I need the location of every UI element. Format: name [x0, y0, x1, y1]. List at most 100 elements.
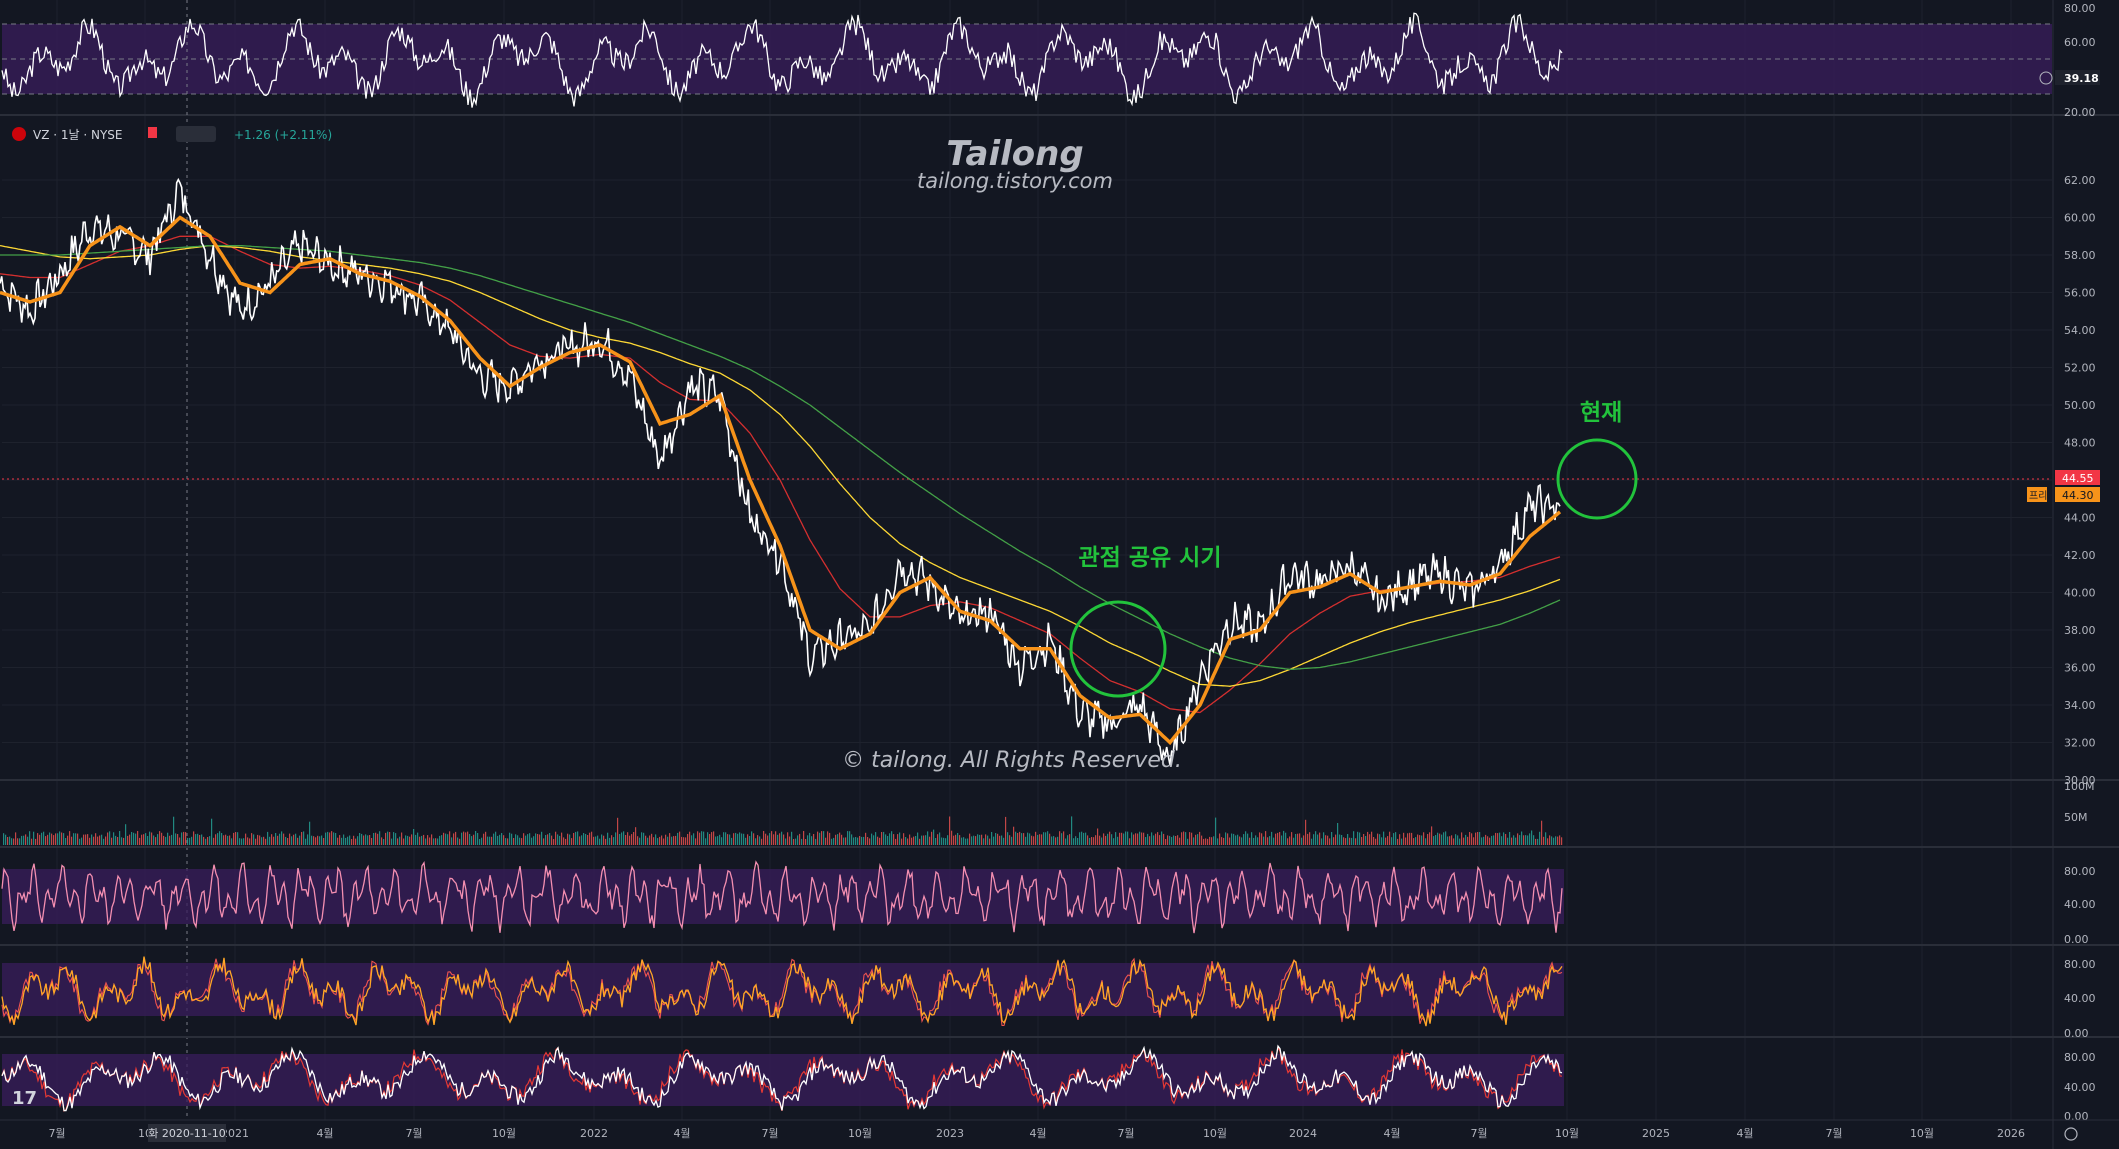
volume-bar: [997, 833, 999, 845]
volume-bar: [1131, 832, 1133, 845]
volume-bar: [559, 835, 561, 845]
volume-bar: [781, 831, 783, 845]
price-panel[interactable]: [0, 0, 2052, 1120]
volume-bar: [1445, 831, 1447, 845]
volume-bar: [703, 831, 705, 845]
volume-bar: [501, 833, 503, 845]
volume-bar: [125, 824, 127, 845]
time-tick-label: 10월: [1910, 1127, 1934, 1140]
tv-logo: 17: [12, 1088, 37, 1109]
volume-bar: [1287, 838, 1289, 845]
volume-bar: [583, 833, 585, 845]
volume-bar: [1065, 838, 1067, 845]
volume-bar: [779, 833, 781, 845]
volume-bar: [1069, 834, 1071, 845]
volume-bar: [1437, 832, 1439, 845]
volume-bar: [1271, 831, 1273, 845]
volume-bar: [641, 832, 643, 845]
volume-bar: [1483, 836, 1485, 845]
volume-bar: [1041, 834, 1043, 845]
volume-bar: [651, 833, 653, 845]
volume-bar: [205, 838, 207, 845]
volume-bar: [1139, 831, 1141, 845]
volume-bar: [719, 834, 721, 845]
price-tick-label: 42.00: [2064, 549, 2096, 562]
volume-bar: [1413, 838, 1415, 845]
oscillator-panel-3[interactable]: [1, 1044, 1564, 1112]
volume-bar: [649, 835, 651, 845]
volume-bar: [343, 834, 345, 845]
volume-bar: [793, 839, 795, 845]
flag-icon[interactable]: [148, 127, 157, 138]
volume-bar: [73, 833, 75, 845]
volume-bar: [1177, 835, 1179, 845]
volume-bar: [675, 835, 677, 845]
symbol-header[interactable]: VZ · 1날 · NYSE +1.26 (+2.11%): [12, 126, 332, 142]
panel-tick-label: 60.00: [2064, 36, 2096, 49]
volume-bar: [1073, 838, 1075, 845]
volume-bar: [1219, 833, 1221, 845]
volume-bar: [1053, 836, 1055, 845]
volume-bar: [97, 836, 99, 845]
volume-bar: [493, 833, 495, 845]
volume-bar: [349, 835, 351, 845]
volume-bar: [145, 833, 147, 845]
volume-bar: [1229, 837, 1231, 845]
oscillator-panel-1[interactable]: [1, 860, 1564, 934]
volume-bar: [1135, 833, 1137, 845]
volume-bar: [513, 838, 515, 845]
volume-bar: [723, 832, 725, 845]
volume-bar: [403, 838, 405, 845]
symbol-info: VZ · 1날 · NYSE: [33, 128, 123, 142]
panel-tick-label: 40.00: [2064, 898, 2096, 911]
volume-bar: [117, 837, 119, 845]
volume-bar: [1479, 832, 1481, 845]
rsi-panel[interactable]: [1, 12, 2052, 108]
volume-bar: [905, 837, 907, 845]
volume-bar: [1023, 833, 1025, 845]
volume-bar: [275, 833, 277, 845]
volume-bar: [1109, 831, 1111, 845]
volume-bar: [1307, 833, 1309, 845]
volume-bar: [1521, 831, 1523, 845]
volume-bar: [833, 837, 835, 845]
volume-bar: [81, 837, 83, 845]
volume-bar: [571, 838, 573, 845]
volume-bar: [3, 833, 5, 845]
volume-bar: [799, 833, 801, 845]
price-tick-label: 60.00: [2064, 212, 2096, 225]
panel-tick-label: 80.00: [2064, 2, 2096, 15]
time-axis[interactable]: 7월 10 2021 4월 7월 10월 2022 4월 7월 10월 2023 4월 7월 10월 202…: [48, 1127, 2025, 1140]
oscillator-panel-2[interactable]: [1, 956, 1564, 1027]
volume-bar: [425, 838, 427, 845]
volume-bar: [1511, 837, 1513, 845]
volume-bar: [95, 833, 97, 845]
volume-bar: [1305, 819, 1307, 845]
volume-bar: [1323, 832, 1325, 845]
volume-bar: [1267, 837, 1269, 845]
volume-bar: [531, 837, 533, 845]
volume-bar: [1025, 836, 1027, 845]
time-tick-label: 2024: [1289, 1127, 1317, 1140]
indicator-icon[interactable]: [176, 126, 216, 142]
volume-bar: [1263, 836, 1265, 845]
settings-icon[interactable]: [2064, 1127, 2078, 1141]
volume-bar: [465, 832, 467, 845]
volume-bar: [683, 837, 685, 845]
crosshair-date-label-bg: [148, 1124, 226, 1142]
add-alert-icon[interactable]: [2039, 71, 2053, 85]
volume-bar: [937, 834, 939, 845]
volume-bar: [647, 837, 649, 845]
volume-bar: [1553, 837, 1555, 845]
volume-bar: [307, 834, 309, 845]
volume-bar: [875, 832, 877, 845]
volume-bar: [85, 834, 87, 845]
volume-bar: [177, 834, 179, 845]
panel-tick-label: 100M: [2064, 780, 2095, 793]
volume-panel[interactable]: [3, 816, 1563, 845]
volume-bar: [1435, 835, 1437, 845]
price-axis[interactable]: 62.00 60.00 58.00 56.00 54.00 52.00 50.00 48.00…: [2064, 2, 2096, 1123]
time-tick-label: 2025: [1642, 1127, 1670, 1140]
volume-bar: [953, 835, 955, 845]
